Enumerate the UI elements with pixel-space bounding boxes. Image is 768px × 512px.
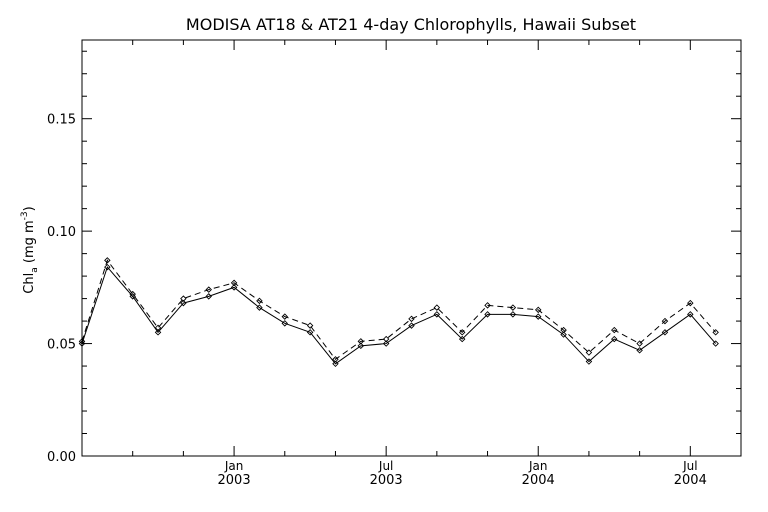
data-point-dashed <box>408 315 415 323</box>
data-point-dashed <box>611 326 618 334</box>
axis-ticks <box>82 40 741 457</box>
data-points <box>78 257 719 368</box>
data-point-dashed <box>484 302 491 309</box>
data-point-dashed <box>281 313 289 320</box>
data-point-dashed <box>205 286 212 293</box>
data-point-dashed <box>256 297 263 305</box>
x-tick-label-year: 2003 <box>370 473 403 488</box>
data-point-solid <box>281 320 289 327</box>
x-tick-label-month: Jan <box>528 459 548 473</box>
data-point-dashed <box>458 329 466 336</box>
data-point-solid <box>534 313 542 320</box>
data-point-solid <box>256 304 263 311</box>
x-tick-label-month: Jul <box>378 459 393 473</box>
data-point-solid <box>661 329 669 336</box>
y-tick-label: 0.00 <box>47 450 76 465</box>
data-point-dashed <box>560 326 567 334</box>
x-tick-label-month: Jan <box>224 459 244 473</box>
data-point-dashed <box>180 295 187 302</box>
data-point-solid <box>611 335 618 343</box>
plot-frame <box>81 39 742 457</box>
tick-labels: 0.000.050.100.15Jan2003Jul2003Jan2004Jul… <box>47 113 707 488</box>
data-point-dashed <box>636 340 643 347</box>
data-point-dashed <box>509 304 517 311</box>
data-point-solid <box>332 360 339 368</box>
data-point-dashed <box>129 290 136 298</box>
x-tick-label-year: 2004 <box>674 473 707 488</box>
data-point-dashed <box>712 329 719 336</box>
y-tick-label: 0.10 <box>47 225 76 240</box>
data-point-solid <box>205 293 212 300</box>
data-point-solid <box>306 329 314 336</box>
data-point-solid <box>408 322 415 329</box>
data-point-dashed <box>78 338 86 345</box>
data-point-dashed <box>534 306 542 314</box>
data-point-dashed <box>357 338 365 345</box>
y-tick-label: 0.15 <box>47 113 76 128</box>
data-point-solid <box>433 311 441 318</box>
data-point-solid <box>636 347 643 354</box>
series-line-solid <box>81 266 717 365</box>
series-lines <box>81 259 717 365</box>
x-tick-label-year: 2004 <box>522 473 555 488</box>
data-point-dashed <box>433 304 441 311</box>
series-line-dashed <box>81 259 717 360</box>
data-point-dashed <box>154 324 162 332</box>
data-point-solid <box>180 299 187 307</box>
data-point-dashed <box>585 349 593 356</box>
data-point-solid <box>230 284 238 291</box>
data-point-solid <box>104 263 111 271</box>
data-point-dashed <box>332 356 339 363</box>
data-point-dashed <box>687 299 694 307</box>
data-point-solid <box>712 340 719 347</box>
y-tick-label: 0.05 <box>47 338 76 353</box>
data-point-dashed <box>661 317 669 325</box>
x-tick-label-year: 2003 <box>218 473 251 488</box>
data-point-solid <box>585 358 593 365</box>
data-point-solid <box>154 329 162 336</box>
chart-title: MODISA AT18 & AT21 4-day Chlorophylls, H… <box>186 15 636 34</box>
data-point-dashed <box>104 257 111 264</box>
data-point-solid <box>458 335 466 343</box>
data-point-solid <box>687 311 694 318</box>
data-point-dashed <box>306 322 314 329</box>
data-point-solid <box>382 340 390 347</box>
data-point-solid <box>560 331 567 338</box>
data-point-solid <box>509 311 517 318</box>
y-axis-label: Chla (mg m-3) <box>20 206 40 293</box>
data-point-dashed <box>230 279 238 287</box>
data-point-dashed <box>382 335 390 343</box>
x-tick-label-month: Jul <box>682 459 697 473</box>
plot-area-border <box>81 39 742 457</box>
data-point-solid <box>357 342 365 350</box>
data-point-solid <box>484 311 491 318</box>
